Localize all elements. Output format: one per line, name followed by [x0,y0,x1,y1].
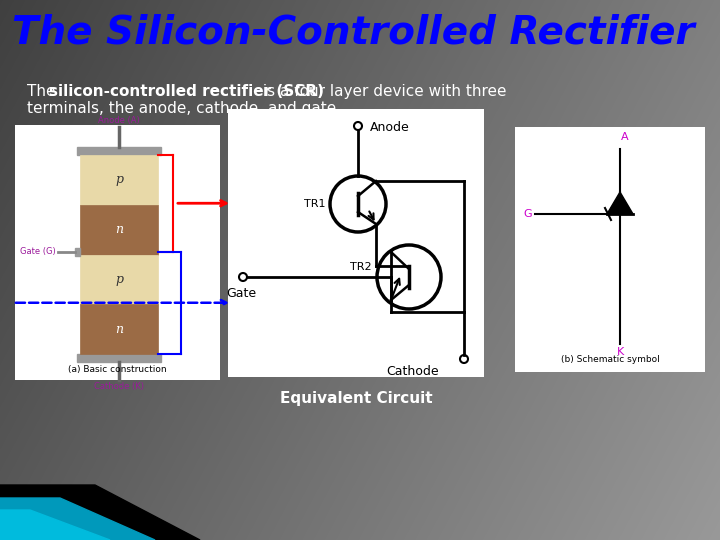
Text: (b) Schematic symbol: (b) Schematic symbol [561,355,660,364]
Text: is a four layer device with three: is a four layer device with three [258,84,507,99]
Text: p: p [115,273,123,286]
Bar [80,254,158,304]
Text: p: p [115,173,123,186]
Text: n: n [115,223,123,236]
Text: n: n [115,322,123,336]
Text: A: A [621,132,629,142]
Text: The Silicon-Controlled Rectifier: The Silicon-Controlled Rectifier [12,13,695,51]
Text: Gate (G): Gate (G) [20,247,56,256]
Bar [75,247,80,255]
Text: TR2: TR2 [351,262,372,272]
Text: silicon-controlled rectifier (SCR): silicon-controlled rectifier (SCR) [49,84,324,99]
Bar [15,125,220,380]
Bar [515,127,705,372]
Bar [228,109,484,377]
Text: terminals, the anode, cathode, and gate.: terminals, the anode, cathode, and gate. [27,101,341,116]
Text: K: K [616,347,624,357]
Text: G: G [523,209,532,219]
Bar [80,155,158,205]
Polygon shape [0,510,110,540]
Text: (a) Basic construction: (a) Basic construction [68,365,167,374]
Bar [80,205,158,254]
Text: Gate: Gate [226,287,256,300]
Polygon shape [0,498,155,540]
Text: Anode: Anode [370,121,410,134]
Text: Equivalent Circuit: Equivalent Circuit [279,391,432,406]
Bar [77,147,161,155]
Polygon shape [607,192,633,214]
Text: Cathode: Cathode [387,365,439,378]
Bar [80,304,158,354]
Text: Anode (A): Anode (A) [98,116,140,125]
Text: TR1: TR1 [305,199,326,209]
Text: Cathode (K): Cathode (K) [94,382,144,391]
Polygon shape [0,485,200,540]
Text: The: The [27,84,60,99]
Bar [77,354,161,362]
